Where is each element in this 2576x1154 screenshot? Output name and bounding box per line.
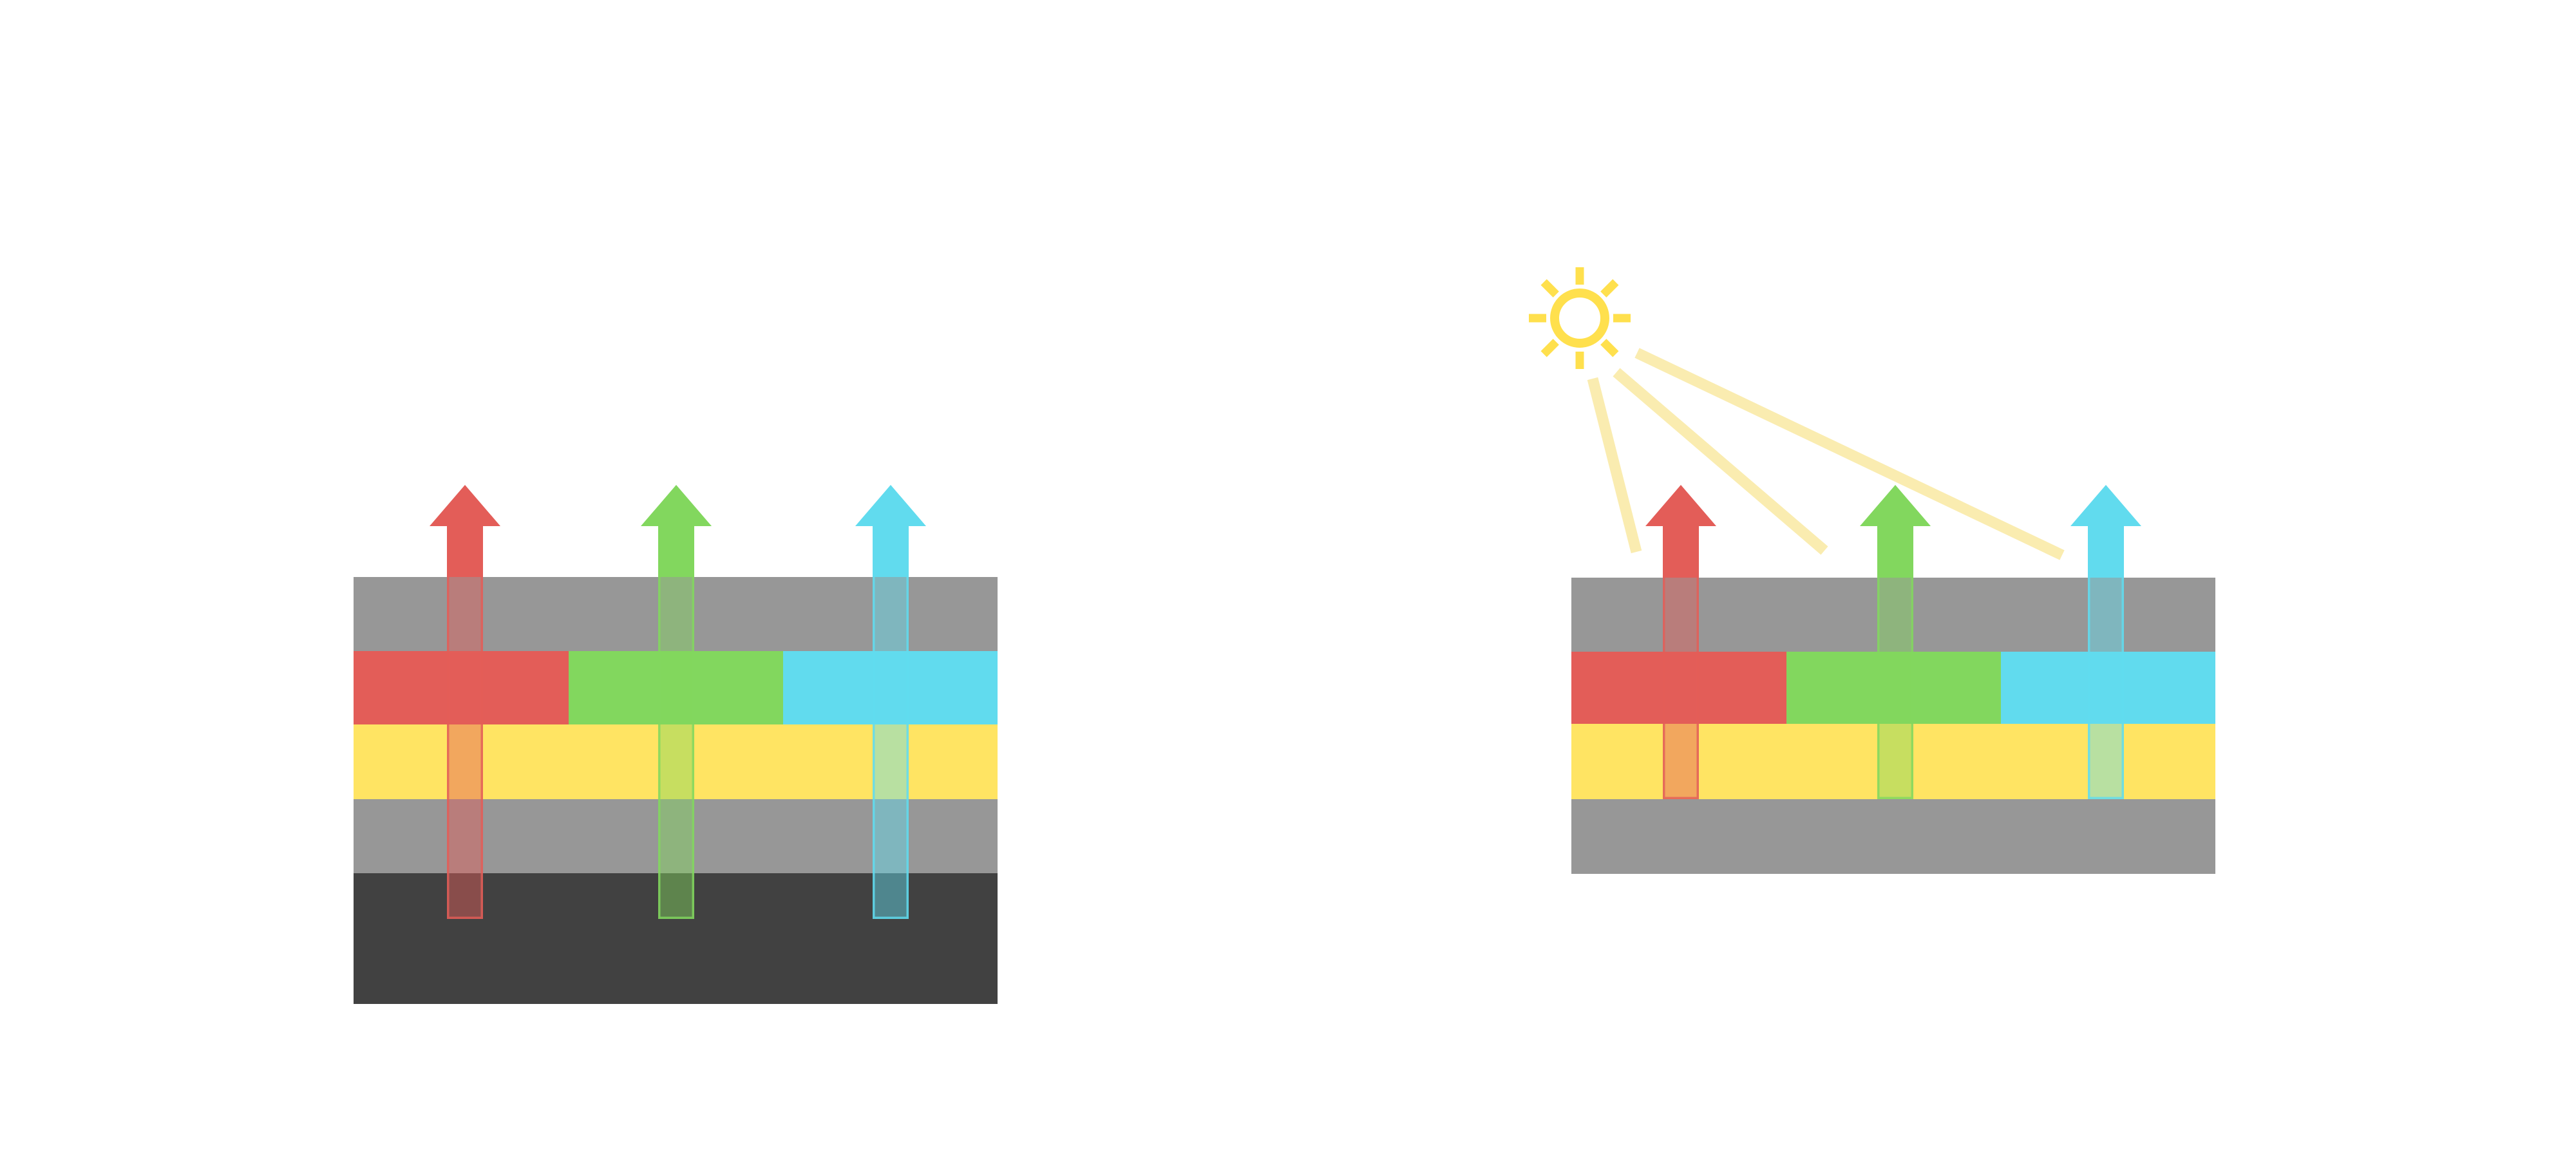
green-arrow-head xyxy=(641,485,712,577)
cyan-beam-outline xyxy=(873,577,909,919)
green-light-arrow xyxy=(1860,485,1931,799)
red-beam-outline xyxy=(1663,578,1699,799)
sunlight-beams xyxy=(1587,348,2065,560)
cyan-light-arrow xyxy=(855,485,926,919)
red-light-arrow xyxy=(1645,485,1716,799)
left-stack-diagram-layers xyxy=(354,577,998,1004)
cyan-beam-body xyxy=(2090,578,2122,797)
cyan-light-arrow xyxy=(2070,485,2141,799)
green-beam-outline xyxy=(1877,578,1913,799)
red-beam-outline xyxy=(447,577,483,919)
sun-ray xyxy=(1540,279,1559,298)
red-light-arrow xyxy=(430,485,500,919)
green-arrow-head xyxy=(1860,485,1931,578)
red-beam-body xyxy=(1665,578,1697,797)
sun-circle xyxy=(1550,288,1609,348)
red-arrow-head xyxy=(1645,485,1716,578)
sun-ray xyxy=(1600,339,1619,357)
layer-gray-bottom xyxy=(354,799,998,873)
layer-green xyxy=(1786,652,2001,724)
green-beam-body xyxy=(1879,578,1911,797)
layer-cyan xyxy=(783,651,998,724)
layer-cyan xyxy=(2001,652,2215,724)
green-light-arrow xyxy=(641,485,712,919)
sun-icon xyxy=(1529,267,1631,369)
right-stack-diagram xyxy=(1529,267,2215,874)
left-stack-diagram xyxy=(354,485,998,1004)
cyan-beam-outline xyxy=(2088,578,2124,799)
layer-gray-top xyxy=(354,577,998,651)
cyan-arrow-head xyxy=(855,485,926,577)
cyan-arrow-head xyxy=(2070,485,2141,578)
right-stack-diagram-layers xyxy=(1571,578,2215,874)
layer-gray-bottom xyxy=(1571,799,2215,874)
sunlight-beam-2 xyxy=(1613,368,1828,555)
green-beam-outline xyxy=(658,577,694,919)
layer-green xyxy=(569,651,783,724)
sun-ray xyxy=(1540,339,1559,357)
green-beam-body xyxy=(660,577,692,917)
layer-yellow xyxy=(1571,724,2215,799)
layer-dark xyxy=(354,873,998,1004)
sunlight-beam-1 xyxy=(1587,377,1642,554)
sunlight-beam-3 xyxy=(1634,348,2065,560)
red-arrow-head xyxy=(430,485,500,577)
layer-yellow xyxy=(354,724,998,799)
layer-red xyxy=(1571,652,1786,724)
cyan-beam-body xyxy=(875,577,907,917)
red-beam-body xyxy=(449,577,481,917)
layer-gray-top xyxy=(1571,578,2215,652)
layer-red xyxy=(354,651,569,724)
sun-ray xyxy=(1600,279,1619,298)
